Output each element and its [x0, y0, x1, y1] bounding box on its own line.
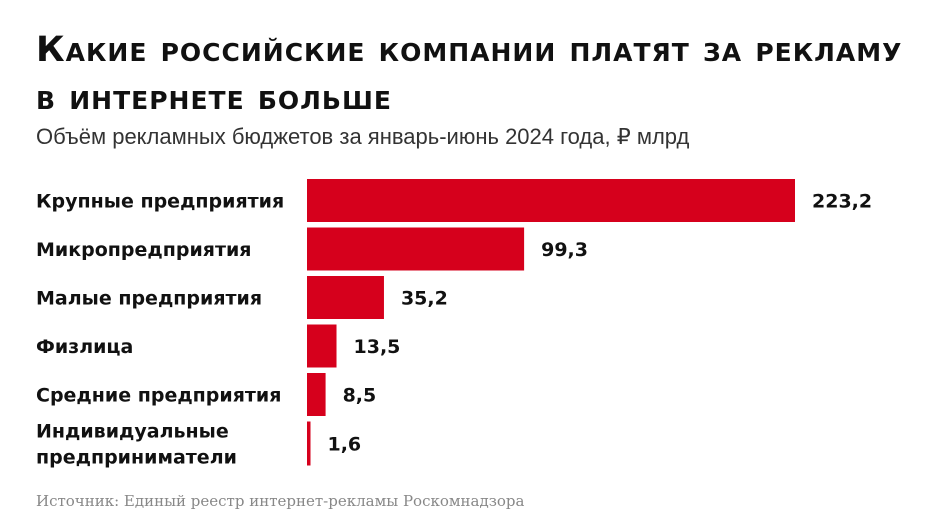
category-label-4: Средние предприятия: [36, 385, 281, 407]
value-label-3: 13,5: [354, 336, 401, 358]
bar-0: [307, 179, 795, 222]
value-label-2: 35,2: [401, 288, 448, 310]
category-label-line: предприниматели: [36, 447, 237, 469]
category-label-0: Крупные предприятия: [36, 191, 284, 213]
bar-4: [307, 373, 326, 416]
category-label-2: Малые предприятия: [36, 288, 262, 310]
category-label-1: Микропредприятия: [36, 239, 252, 261]
value-label-1: 99,3: [541, 239, 588, 261]
category-label-line: Индивидуальные: [36, 421, 229, 443]
category-label-5: Индивидуальные предприниматели: [36, 421, 237, 469]
bar-1: [307, 227, 525, 271]
category-label-3: Физлица: [36, 336, 133, 358]
bar-chart: 223,2 Крупные предприятия 99,3 Микропредпри…: [36, 179, 872, 469]
value-label-4: 8,5: [343, 385, 377, 407]
bar-5: [307, 421, 311, 466]
chart-subtitle: Объём рекламных бюджетов за январь-июнь …: [36, 124, 690, 149]
bar-2: [307, 276, 384, 319]
source-note: Источник: Единый реестр интернет-рекламы…: [36, 492, 525, 510]
bar-3: [307, 324, 337, 368]
value-label-5: 1,6: [327, 434, 361, 456]
value-label-0: 223,2: [812, 191, 872, 213]
chart-title: Какие российские компании платят за рекл…: [36, 30, 903, 118]
